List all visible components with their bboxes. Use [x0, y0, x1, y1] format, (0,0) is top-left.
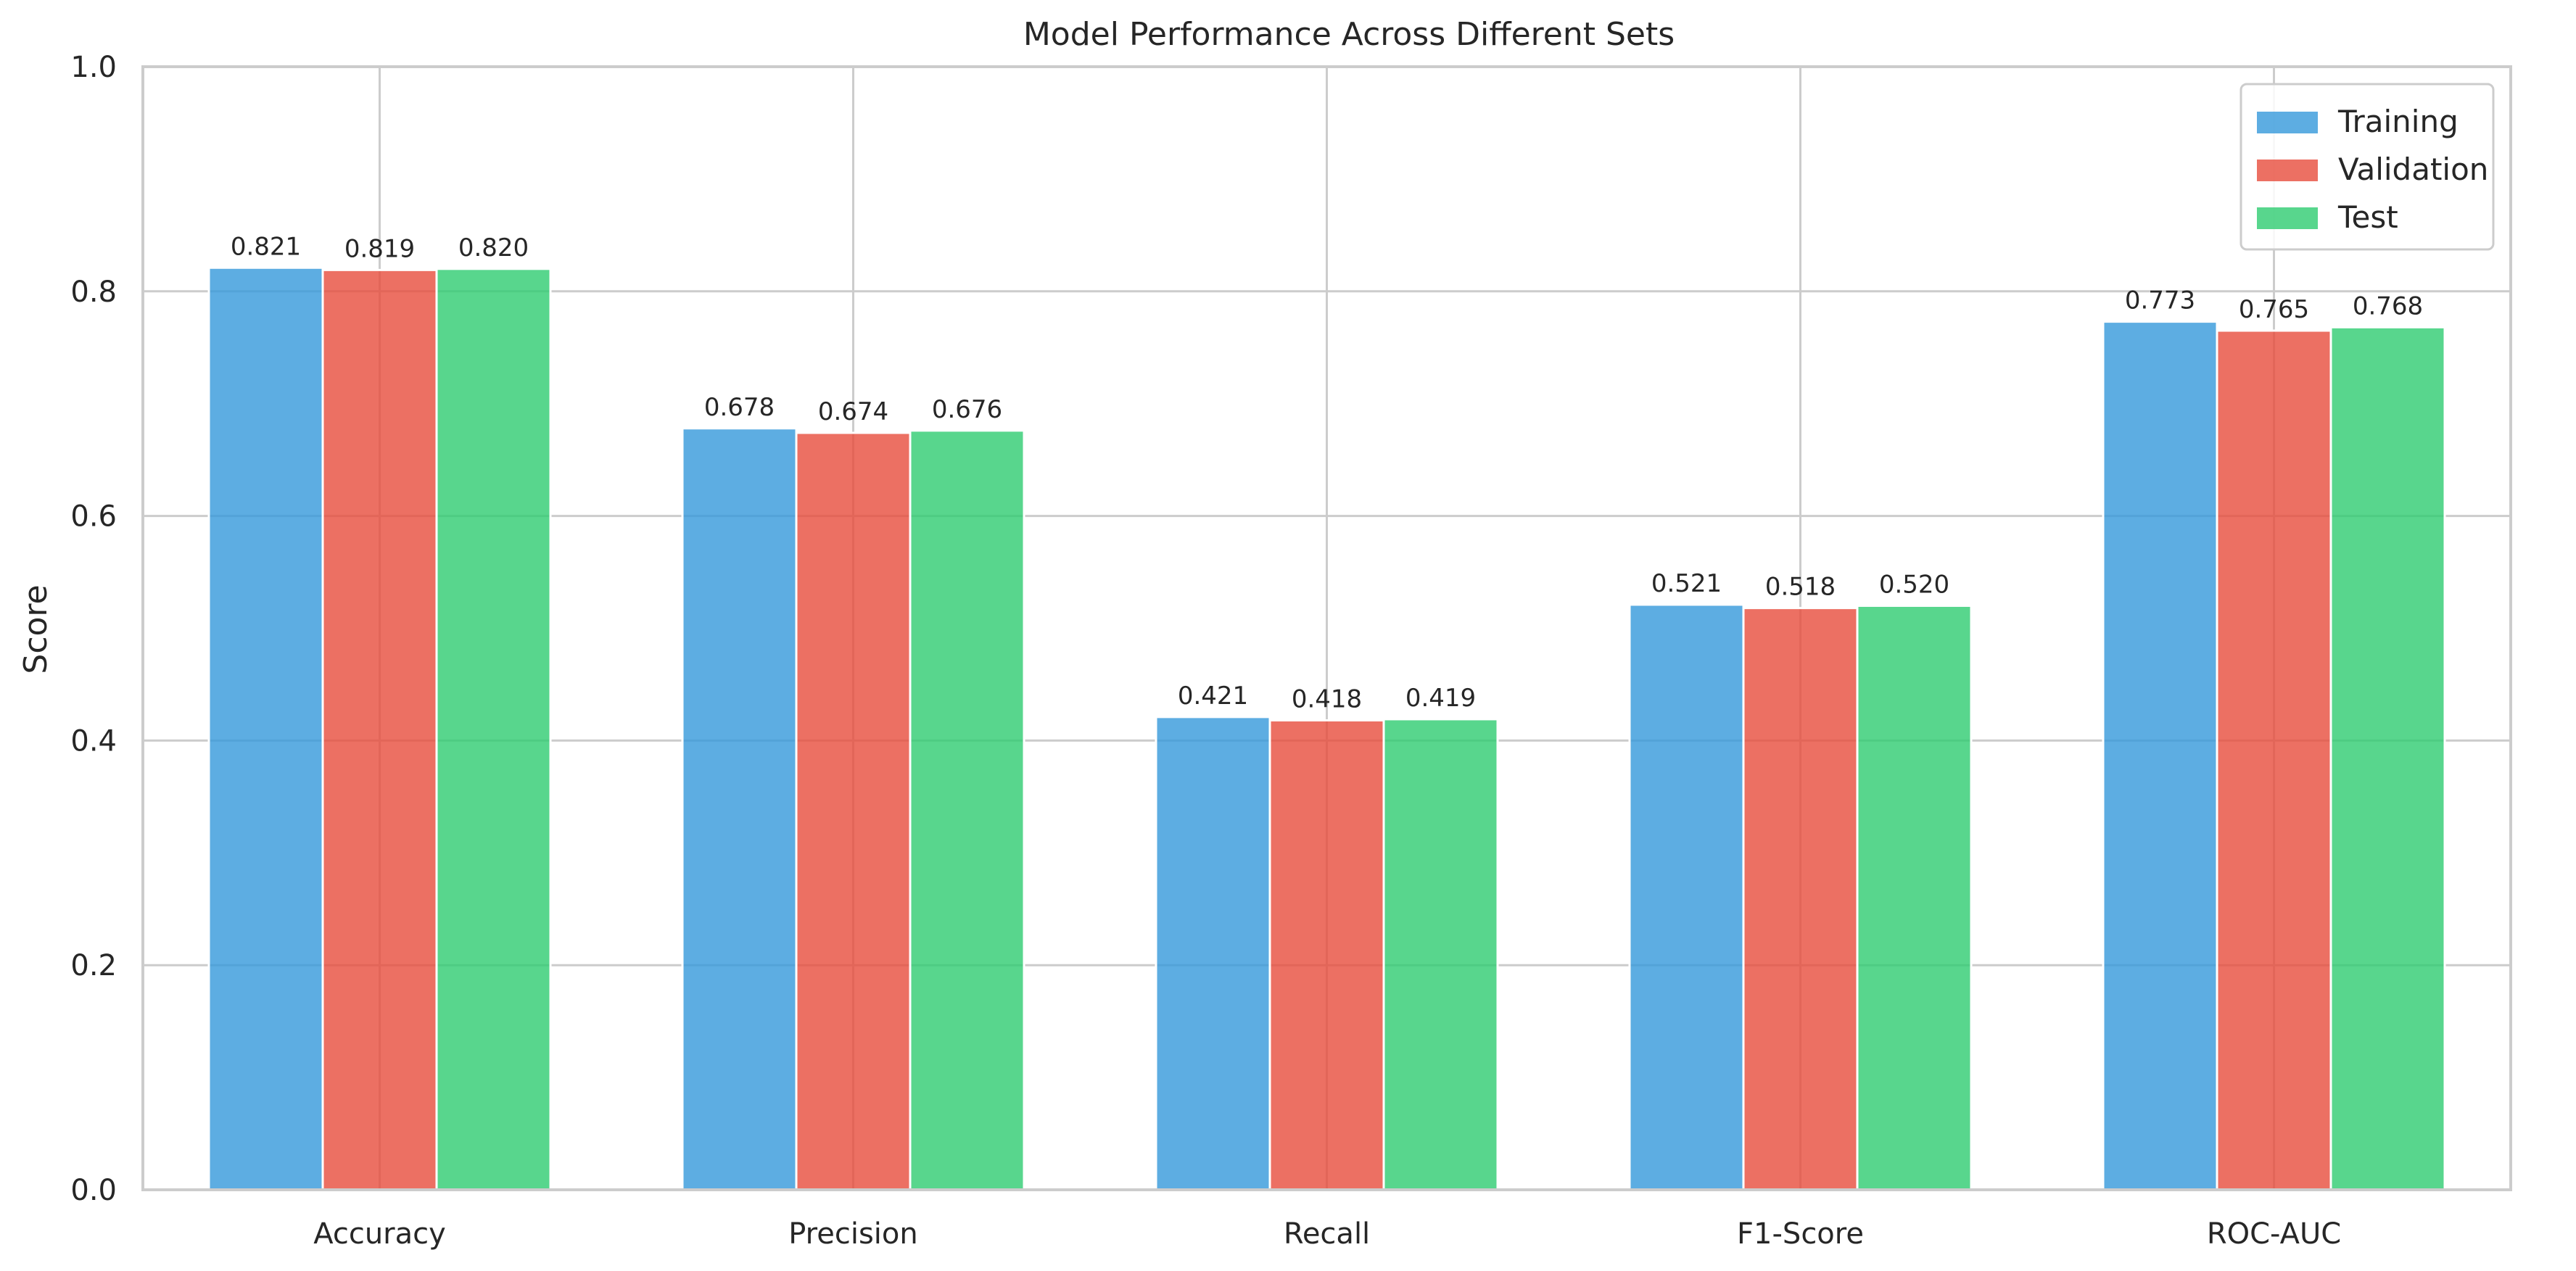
- bar-value-label: 0.765: [2239, 295, 2309, 324]
- bar: [681, 427, 798, 1191]
- x-tick-label: Precision: [788, 1217, 917, 1251]
- bar: [1628, 603, 1745, 1191]
- y-tick-label: 0.0: [70, 1174, 117, 1207]
- bar-value-label: 0.674: [818, 397, 888, 426]
- plot-frame: [141, 65, 2512, 1191]
- bar: [321, 268, 438, 1191]
- y-axis-label: Score: [17, 584, 54, 674]
- bar: [435, 268, 552, 1191]
- x-tick-label: F1-Score: [1737, 1217, 1864, 1251]
- y-tick-label: 0.4: [70, 724, 117, 758]
- legend-label: Training: [2337, 104, 2459, 139]
- legend-swatch: [2257, 112, 2318, 133]
- legend-label: Validation: [2338, 152, 2488, 187]
- bar: [1155, 716, 1271, 1191]
- bar-value-label: 0.419: [1405, 684, 1476, 713]
- bar: [2216, 329, 2332, 1191]
- bar-value-label: 0.678: [704, 393, 775, 422]
- bar-value-label: 0.821: [231, 232, 301, 261]
- x-tick-label: Recall: [1284, 1217, 1370, 1251]
- bar-value-label: 0.518: [1765, 573, 1836, 602]
- bar: [1856, 605, 1973, 1191]
- y-tick-label: 0.8: [70, 276, 117, 309]
- y-tick-labels: 0.0 0.2 0.4 0.6 0.8 1.0: [70, 51, 117, 1207]
- bar-value-label: 0.520: [1879, 571, 1949, 600]
- legend-label: Test: [2337, 199, 2398, 235]
- bar-value-label: 0.819: [344, 234, 415, 263]
- x-tick-label: ROC-AUC: [2207, 1217, 2341, 1251]
- bar: [1382, 718, 1499, 1191]
- bar: [2329, 326, 2446, 1191]
- bar: [909, 429, 1025, 1191]
- legend-swatch: [2257, 160, 2318, 181]
- y-tick-label: 0.6: [70, 500, 117, 534]
- axes-frame: [141, 65, 2512, 1191]
- x-tick-labels: Accuracy Precision Recall F1-Score ROC-AUC: [313, 1217, 2341, 1251]
- bar: [1268, 719, 1385, 1191]
- bar: [207, 266, 324, 1191]
- bar: [1742, 607, 1859, 1191]
- bar-value-label: 0.773: [2125, 286, 2195, 315]
- bar-value-label: 0.768: [2353, 291, 2423, 320]
- bars: [207, 266, 2446, 1191]
- legend-swatch: [2257, 207, 2318, 229]
- bar-value-label: 0.521: [1651, 569, 1722, 598]
- y-tick-label: 1.0: [70, 51, 117, 84]
- bar: [795, 431, 912, 1191]
- bar: [2102, 320, 2218, 1191]
- bar-value-labels: 0.821 0.678 0.421 0.521 0.773 0.819 0.674 0.418…: [231, 232, 2423, 713]
- bar-value-label: 0.421: [1178, 682, 1248, 711]
- legend: Training Validation Test: [2239, 83, 2495, 251]
- chart-title: Model Performance Across Different Sets: [1023, 16, 1675, 53]
- bar-value-label: 0.676: [932, 395, 1002, 424]
- x-tick-label: Accuracy: [313, 1217, 446, 1251]
- bar-value-label: 0.820: [458, 233, 529, 262]
- y-tick-label: 0.2: [70, 949, 117, 982]
- bar-value-label: 0.418: [1292, 685, 1362, 714]
